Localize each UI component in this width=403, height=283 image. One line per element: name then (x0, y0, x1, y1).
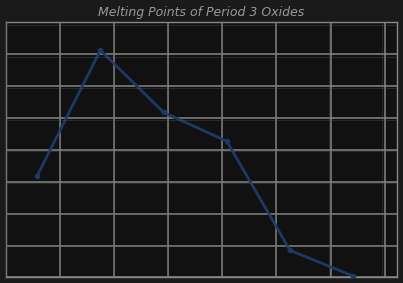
Title: Melting Points of Period 3 Oxides: Melting Points of Period 3 Oxides (98, 6, 305, 19)
